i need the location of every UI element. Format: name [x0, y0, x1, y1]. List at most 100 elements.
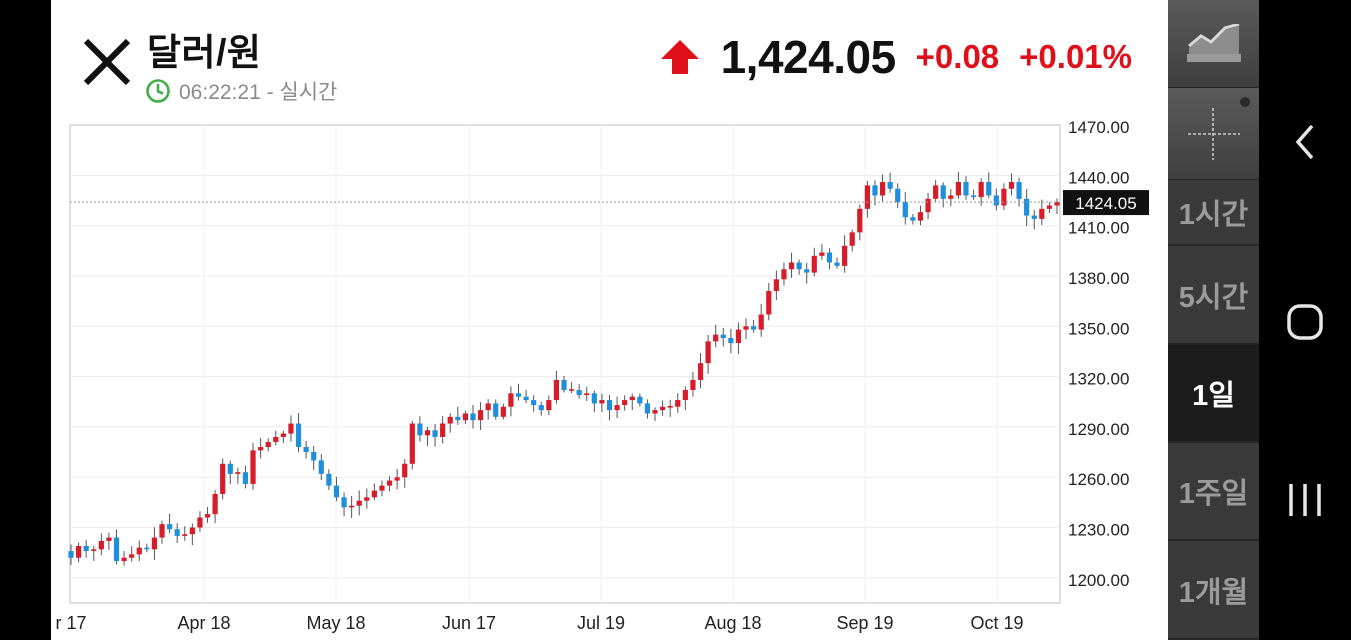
close-button[interactable] — [81, 36, 133, 88]
candle-body — [318, 460, 324, 474]
candle-body — [963, 182, 969, 196]
candle-body — [690, 379, 696, 390]
candle-body — [697, 363, 704, 380]
candle-body — [629, 396, 635, 401]
candle-body — [538, 405, 544, 411]
candle-body — [955, 182, 961, 196]
candle-body — [311, 452, 317, 461]
candle-body — [98, 540, 104, 550]
candle-body — [500, 406, 506, 417]
candle-body — [493, 403, 499, 417]
candle-body — [652, 410, 658, 414]
candle-body — [212, 493, 218, 515]
candle-body — [978, 182, 984, 198]
period-1-day[interactable]: 1일 — [1168, 345, 1259, 443]
candle-body — [781, 269, 787, 280]
candle-body — [182, 534, 188, 536]
candle-body — [902, 202, 908, 218]
candle-body — [895, 188, 901, 203]
crosshair-button[interactable] — [1168, 88, 1259, 180]
candle-body — [857, 208, 863, 233]
candle-body — [940, 185, 946, 199]
period-1-week[interactable]: 1주일 — [1168, 443, 1259, 541]
candle-body — [447, 416, 453, 424]
candle-body — [235, 472, 241, 474]
candle-body — [599, 400, 605, 404]
candle-body — [417, 423, 423, 436]
candle-body — [151, 537, 158, 550]
candle-body — [258, 447, 264, 451]
price-change: +0.08 — [915, 38, 1000, 75]
candle-body — [986, 182, 992, 196]
time-separator: - — [260, 81, 280, 104]
candle-body — [371, 490, 377, 498]
back-button[interactable] — [1259, 122, 1351, 162]
candle-body — [546, 400, 552, 411]
candle-body — [819, 252, 825, 256]
candle-body — [553, 379, 560, 401]
candle-body — [280, 433, 286, 437]
candle-body — [804, 269, 810, 273]
clock-icon — [146, 79, 170, 103]
candle-body — [394, 477, 400, 481]
candle-body — [811, 255, 817, 273]
recent-apps-button[interactable] — [1259, 482, 1351, 518]
page-title: 달러/원 — [147, 32, 262, 73]
candle-body — [1031, 215, 1037, 219]
candle-body — [644, 403, 651, 414]
candle-body — [424, 430, 431, 436]
candlestick-chart[interactable]: 1470.00 1440.00 1410.00 1380.00 1350.00 1320.… — [51, 0, 1168, 640]
candle-body — [174, 529, 180, 536]
candle-body — [993, 195, 999, 206]
period-1-month[interactable]: 1개월 — [1168, 541, 1259, 640]
plot-area — [69, 124, 1061, 604]
candle-body — [167, 524, 173, 530]
y-tick-label: 1290.00 — [1068, 420, 1129, 439]
candle-body — [356, 500, 362, 506]
candle-body — [144, 547, 150, 550]
candle-body — [113, 537, 120, 562]
candle-body — [766, 291, 772, 315]
candle-body — [197, 517, 203, 528]
chart-type-button[interactable] — [1168, 0, 1259, 88]
y-tick-label: 1380.00 — [1068, 269, 1129, 288]
candle-body — [561, 379, 567, 390]
chart-side-panel: 1시간 5시간 1일 1주일 1개월 — [1168, 0, 1259, 640]
time-row: 06:22:21 - 실시간 — [145, 76, 337, 106]
candle-body — [682, 389, 688, 401]
candle-body — [606, 400, 613, 411]
candle-body — [333, 485, 340, 498]
update-time: 06:22:21 — [179, 81, 261, 104]
candle-body — [758, 314, 764, 330]
last-price: 1,424.05 — [720, 31, 897, 83]
current-price-tag — [1063, 190, 1149, 216]
candle-body — [515, 393, 522, 397]
candle-body — [409, 423, 415, 464]
x-tick-label: Oct 19 — [970, 613, 1023, 633]
period-1-hour[interactable]: 1시간 — [1168, 180, 1259, 246]
candle-body — [849, 232, 855, 246]
candle-body — [1039, 208, 1045, 219]
candle-body — [242, 472, 249, 484]
candle-body — [470, 413, 476, 421]
price-change-percent: +0.01% — [1019, 38, 1132, 75]
candle-body — [121, 557, 127, 562]
candle-body — [720, 334, 726, 339]
candle-body — [220, 463, 226, 494]
recent-apps-icon — [1289, 484, 1321, 516]
realtime-label: 실시간 — [279, 81, 338, 104]
candle-body — [159, 524, 165, 538]
price-row: 1,424.05 +0.08 +0.01% — [660, 30, 1132, 84]
y-tick-label: 1410.00 — [1068, 219, 1129, 238]
candle-body — [386, 480, 393, 486]
x-tick-label: r 17 — [55, 613, 86, 633]
candle-body — [728, 338, 734, 344]
app-area: 달러/원 06:22:21 - 실시간 1,424.05 +0.08 +0.01… — [51, 0, 1168, 640]
y-tick-label: 1230.00 — [1068, 521, 1129, 540]
x-tick-label: Apr 18 — [177, 613, 230, 633]
candle-body — [1046, 205, 1053, 209]
candle-body — [485, 403, 491, 411]
period-5-hour[interactable]: 5시간 — [1168, 246, 1259, 345]
home-button[interactable] — [1259, 302, 1351, 342]
candle-body — [1054, 202, 1060, 206]
